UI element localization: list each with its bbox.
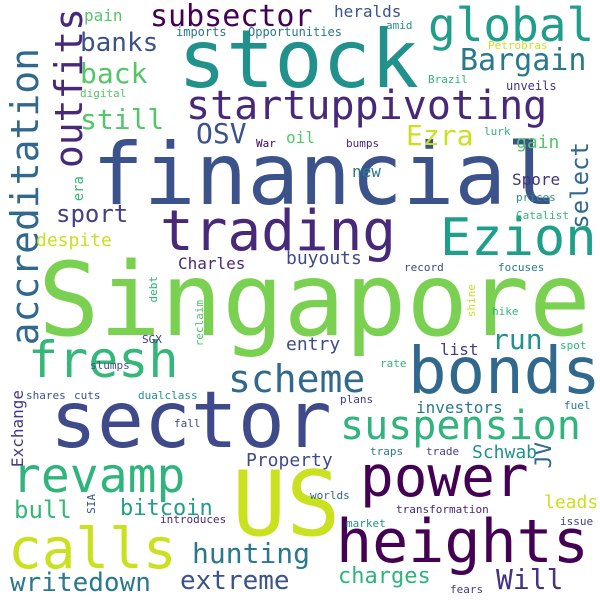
word: Spore <box>512 170 561 189</box>
word: dualclass <box>138 389 198 402</box>
word: Property <box>246 450 333 471</box>
word: bumps <box>346 137 380 150</box>
word: select <box>566 142 594 229</box>
word: subsector <box>150 0 313 34</box>
word: Petrobras <box>488 39 548 52</box>
word: Singapore <box>38 241 591 360</box>
word: War <box>256 137 276 150</box>
word: reclaim <box>193 300 206 347</box>
word: Bargain <box>460 43 587 78</box>
word: accreditation <box>3 48 47 346</box>
word: prices <box>516 191 556 204</box>
word: fresh <box>28 331 179 389</box>
word: scheme <box>228 357 366 401</box>
word: era <box>71 176 87 202</box>
word: fears <box>450 583 484 596</box>
word: record <box>404 261 444 274</box>
word: Will <box>496 563 564 596</box>
word: entry <box>286 334 341 355</box>
word: list <box>440 340 479 359</box>
word: heralds <box>334 2 402 21</box>
word: SIA <box>85 494 98 514</box>
word: imports <box>176 25 227 39</box>
word: charges <box>338 564 431 589</box>
word: back <box>80 57 148 90</box>
word: power <box>360 445 529 510</box>
word: Schwab <box>472 442 538 463</box>
word: market <box>346 517 386 530</box>
word: startuppivoting <box>186 83 548 129</box>
word: pain <box>84 6 123 25</box>
word: debt <box>147 276 160 303</box>
word: shine <box>465 284 478 318</box>
word: still <box>80 103 165 136</box>
word: Exchange <box>8 390 27 468</box>
word: cuts <box>74 389 101 402</box>
word: bonds <box>408 335 600 409</box>
word: US <box>232 452 341 557</box>
word: rate <box>380 357 407 370</box>
word: stock <box>178 13 419 106</box>
word: trade <box>426 445 460 458</box>
word: sport <box>56 200 129 228</box>
word: lurk <box>484 125 511 138</box>
word: financial <box>92 125 558 225</box>
word: plans <box>340 393 374 406</box>
word: JV <box>532 442 557 469</box>
word: digital <box>80 87 127 100</box>
word: unveils <box>506 79 557 93</box>
word: trading <box>160 199 397 264</box>
word: spot <box>560 339 587 352</box>
word: Ezion <box>440 208 597 268</box>
word: calls <box>8 517 177 582</box>
word: bull <box>14 496 72 524</box>
word: hike <box>492 305 519 318</box>
word: bitcoin <box>120 496 213 521</box>
word: traps <box>370 445 404 458</box>
word: sector <box>50 376 332 466</box>
word: issue <box>560 515 594 528</box>
word: global <box>428 0 595 52</box>
word: SGX <box>142 333 162 346</box>
word: Opportunities <box>248 25 342 39</box>
word: investors <box>416 398 503 417</box>
word: banks <box>80 28 159 58</box>
word: Catalist <box>516 209 569 222</box>
word: slumps <box>90 359 130 372</box>
word: transformation <box>396 503 489 516</box>
word: Ezra <box>406 119 474 152</box>
word: suspension <box>340 403 581 449</box>
word: Charles <box>178 254 246 273</box>
word: fuel <box>564 399 591 412</box>
word: fall <box>174 417 201 430</box>
word: worlds <box>310 489 350 502</box>
word: writedown <box>10 568 151 598</box>
word: focuses <box>498 261 545 274</box>
word: heights <box>336 507 589 577</box>
word: shares <box>26 389 66 402</box>
word: new <box>352 162 381 181</box>
word: despite <box>36 230 112 251</box>
word: leads <box>544 492 599 513</box>
word: gain <box>516 132 560 153</box>
word: extreme <box>180 566 290 596</box>
word: run <box>492 323 543 356</box>
word: oil <box>286 128 315 147</box>
word: amid <box>386 19 413 32</box>
word: buyouts <box>286 248 362 269</box>
word: OSV <box>196 117 247 150</box>
word: Brazil <box>428 73 468 86</box>
word: hunting <box>192 537 311 570</box>
word: revamp <box>12 448 186 504</box>
word: introduces <box>160 513 227 526</box>
